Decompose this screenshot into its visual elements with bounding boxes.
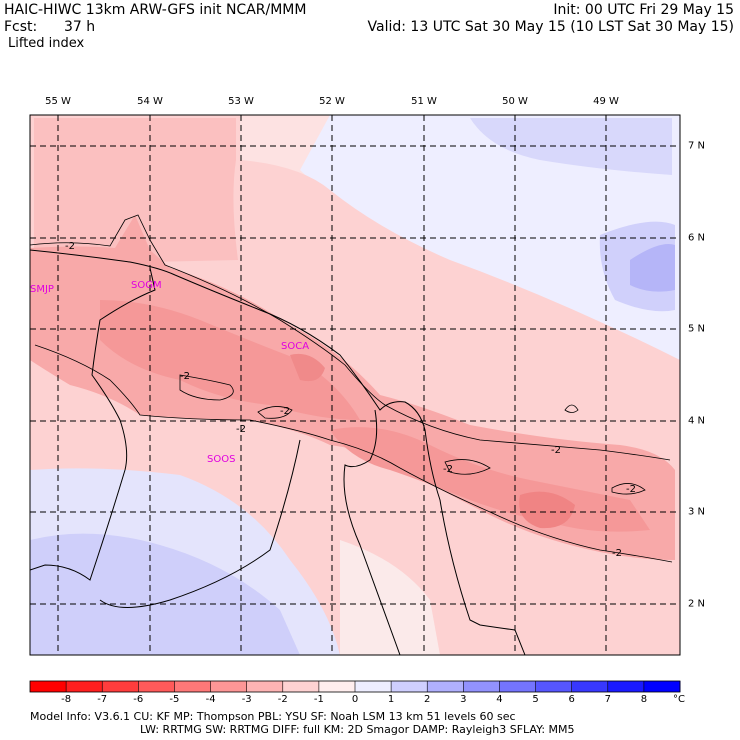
contour-minus2-loop-3 <box>444 459 491 475</box>
field-region-pink-nw <box>34 118 238 262</box>
contour-minus2-loop-2 <box>257 406 293 419</box>
field-region-negative-core-west <box>100 300 360 420</box>
colorbar-swatch <box>571 681 609 692</box>
colorbar-swatch <box>210 681 248 692</box>
contour-minus2-south <box>34 344 673 563</box>
lon-label-55w: 55 W <box>45 96 71 107</box>
border-guyana-suriname <box>30 267 156 581</box>
coastlines-borders <box>30 249 526 655</box>
model-info-line-2: LW: RRTMG SW: RRTMG DIFF: full KM: 2D Sm… <box>140 723 575 736</box>
contour-label: -2 <box>280 406 290 417</box>
forecast-hour: 37 h <box>64 19 96 35</box>
colorbar-tick-label: 7 <box>604 694 611 705</box>
coastline <box>30 249 526 655</box>
lat-label-6n: 6 N <box>688 232 706 244</box>
contour-minus2-loop-1 <box>179 374 234 401</box>
colorbar-swatch <box>427 681 464 692</box>
colorbar-tick-label: 1 <box>387 694 395 705</box>
field-region-blue-east-core <box>630 244 675 292</box>
colorbar-tick-label: 6 <box>568 694 575 705</box>
contour-minus2-north <box>30 214 671 461</box>
station-labels: SMJP SOGM SOCA SOOS <box>30 280 309 465</box>
lat-label-7n: 7 N <box>688 140 706 152</box>
contour-label: -2 <box>626 484 636 495</box>
station-soos: SOOS <box>207 454 235 465</box>
colorbar-swatch <box>535 681 573 692</box>
station-soca: SOCA <box>281 341 309 352</box>
forecast-label: Fcst: <box>4 19 38 35</box>
colorbar-swatch <box>607 681 645 692</box>
lon-label-53w: 53 W <box>228 96 254 107</box>
colorbar-tick-label: -7 <box>97 694 108 705</box>
contour-label: -2 <box>551 445 561 456</box>
model-info-line-1: Model Info: V3.6.1 CU: KF MP: Thompson P… <box>30 710 516 723</box>
field-region-negative-min <box>519 491 575 529</box>
colorbar <box>29 680 681 693</box>
lon-label-50w: 50 W <box>502 96 528 107</box>
colorbar-tick-label: 8 <box>640 694 648 705</box>
field-region-light-south <box>340 540 440 655</box>
valid-time: Valid: 13 UTC Sat 30 May 15 (10 LST Sat … <box>367 19 734 35</box>
field-region-blue-sw-core <box>30 533 300 655</box>
colorbar-swatch <box>102 681 139 692</box>
border-french-guiana <box>343 409 401 655</box>
field-region-negative-band <box>30 215 675 560</box>
contours-minus-2 <box>30 214 673 563</box>
contour-label: -2 <box>443 464 453 475</box>
station-sogm: SOGM <box>131 280 162 291</box>
lat-label-3n: 3 N <box>688 506 706 518</box>
colorbar-swatch <box>138 681 175 692</box>
contour-minus2-loop-4 <box>564 404 579 413</box>
colorbar-tick-label: 5 <box>532 694 539 705</box>
colorbar-tick-label: -1 <box>313 694 324 705</box>
lon-label-52w: 52 W <box>319 96 345 107</box>
contour-minus2-loop-5 <box>611 483 646 495</box>
colorbar-swatch <box>66 681 103 692</box>
colorbar-swatch <box>355 681 392 692</box>
contour-label: -2 <box>65 241 75 252</box>
lon-label-54w: 54 W <box>137 96 163 107</box>
contour-label: -2 <box>612 548 622 559</box>
colorbar-tick-label: -6 <box>133 694 144 705</box>
colorbar-swatch <box>499 681 537 692</box>
colorbar-tick-label: 2 <box>424 694 431 705</box>
init-time: Init: 00 UTC Fri 29 May 15 <box>553 2 734 18</box>
colorbar-tick-label: -5 <box>169 694 180 705</box>
colorbar-tick-label: 4 <box>496 694 503 705</box>
contour-label: -2 <box>180 371 190 382</box>
lat-label-5n: 5 N <box>688 323 706 335</box>
lon-label-51w: 51 W <box>411 96 437 107</box>
field-name: Lifted index <box>8 36 85 51</box>
model-title: HAIC-HIWC 13km ARW-GFS init NCAR/MMM <box>4 2 307 18</box>
colorbar-swatch <box>246 681 284 692</box>
lat-lon-grid <box>30 115 680 655</box>
colorbar-swatch <box>282 681 320 692</box>
colorbar-swatch <box>318 681 356 692</box>
map-plot-area: -2 -2 -2 -2 -2 -2 -2 -2 SMJP SOGM SOCA S… <box>30 115 680 655</box>
colorbar-tick-label: -2 <box>277 694 288 705</box>
colorbar-unit: °C <box>673 694 685 705</box>
station-smjp: SMJP <box>30 284 54 295</box>
contour-labels: -2 -2 -2 -2 -2 -2 -2 -2 <box>65 241 636 559</box>
colorbar-tick-label: -3 <box>241 694 252 705</box>
lon-label-49w: 49 W <box>593 96 619 107</box>
lat-label-2n: 2 N <box>688 598 706 610</box>
colorbar-tick-label: -8 <box>61 694 72 705</box>
map-frame <box>29 114 681 656</box>
field-region-negative-spot <box>290 353 325 382</box>
colorbar-tick-label: 0 <box>351 694 359 705</box>
colorbar-swatch <box>643 681 681 692</box>
contour-label: -2 <box>236 424 246 435</box>
colorbar-swatch <box>174 681 212 692</box>
colorbar-tick-label: 3 <box>460 694 467 705</box>
border-suriname-brazil <box>99 439 301 608</box>
lat-label-4n: 4 N <box>688 415 706 427</box>
colorbar-swatch <box>391 681 428 692</box>
colorbar-swatch <box>30 681 67 692</box>
colorbar-swatch <box>463 681 500 692</box>
colorbar-tick-label: -4 <box>205 694 216 705</box>
